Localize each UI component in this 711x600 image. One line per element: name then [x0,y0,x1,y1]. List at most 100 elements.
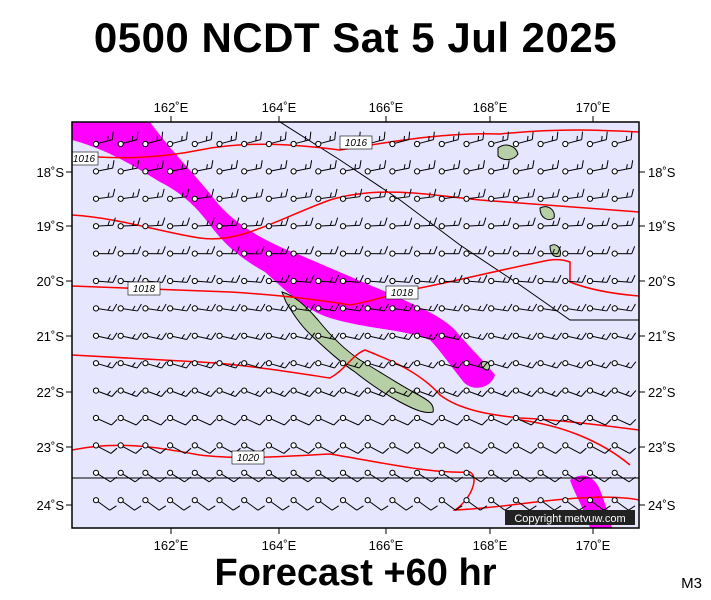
barb-shaft [493,418,507,426]
barb-feather [556,332,563,340]
wind-barb [611,160,634,175]
barb-feather [578,505,587,511]
wind-barb [339,303,365,312]
barb-station [265,223,272,230]
barb-shaft [419,473,432,483]
barb-feather [107,248,111,254]
barb-shaft [419,280,435,283]
wind-barb [339,332,365,340]
barb-feather [576,192,579,198]
barb-feather [205,390,210,396]
barb-feather [230,164,233,170]
barb-shaft [344,473,358,483]
wind-barb [438,332,464,340]
barb-feather [505,447,513,454]
barb-shaft [320,280,336,283]
barb-shaft [518,335,533,340]
wind-barb [216,469,241,483]
barb-station [216,277,223,285]
barb-feather [132,220,135,226]
lon-label-bottom: 162˚E [154,538,189,553]
barb-feather [507,274,513,283]
wind-barb [389,217,413,230]
barb-station [586,168,594,175]
barb-feather [255,220,259,226]
barb-station [265,277,272,285]
wind-barb [463,246,487,257]
barb-feather [209,447,217,454]
barb-shaft [271,363,286,369]
barb-feather [556,160,560,169]
barb-feather [628,476,636,483]
wind-barb [191,442,217,454]
barb-shaft [147,446,161,454]
barb-feather [309,160,313,169]
barb-shaft [246,308,262,312]
barb-shaft [172,446,186,454]
wind-barb [167,188,190,202]
barb-station [290,195,297,202]
wind-barb [512,246,537,257]
barb-shaft [221,335,237,340]
wind-barb [92,414,118,426]
barb-shaft [469,280,484,283]
barb-shaft [98,391,113,397]
barb-shaft [394,363,409,369]
barb-shaft [147,196,163,199]
barb-feather [186,188,190,197]
barb-station [463,195,470,202]
barb-shaft [443,473,457,483]
barb-feather [378,362,383,367]
wind-barb [537,188,560,202]
barb-station [92,387,100,394]
barb-feather [479,505,488,511]
wind-barb [364,497,389,511]
barb-shaft [493,446,507,454]
isobar-label-1: 1016 [339,135,373,150]
barb-feather [181,248,185,254]
barb-station [290,332,297,339]
barb-station [463,414,470,422]
barb-feather [210,332,217,340]
barb-shaft [197,391,211,397]
barb-feather [260,332,266,340]
barb-feather [557,274,562,283]
barb-feather [507,131,509,140]
barb-shaft [616,418,631,426]
wind-barb [562,360,587,369]
barb-feather [307,505,315,511]
lat-label-left: 22˚S [37,385,65,400]
barb-feather [186,303,192,312]
wind-barb [414,217,437,230]
model-label: M3 [681,575,702,592]
barb-feather [231,248,234,254]
barb-station [389,414,396,422]
barb-shaft [468,391,483,397]
barb-feather [433,217,437,226]
barb-shaft [617,139,632,144]
wind-barb [241,387,266,397]
barb-feather [232,505,241,511]
lon-label-bottom: 164˚E [262,538,297,553]
wind-barb [216,160,239,175]
barb-feather [477,333,482,339]
wind-barb [611,131,633,148]
wind-barb [117,360,143,369]
barb-feather [604,476,612,483]
wind-barb [191,246,216,257]
barb-feather [458,188,462,197]
barb-station [265,469,272,476]
barb-shaft [320,139,335,144]
barb-station [265,497,272,504]
barb-shaft [518,363,533,369]
wind-barb [414,160,436,175]
wind-barb [512,360,538,369]
barb-shaft [517,473,531,483]
barb-shaft [616,391,631,397]
barb-shaft [296,167,311,172]
barb-station [463,250,470,257]
wind-barb [117,131,139,148]
wind-barb [339,387,365,397]
barb-feather [432,390,439,397]
barb-station [265,250,272,257]
